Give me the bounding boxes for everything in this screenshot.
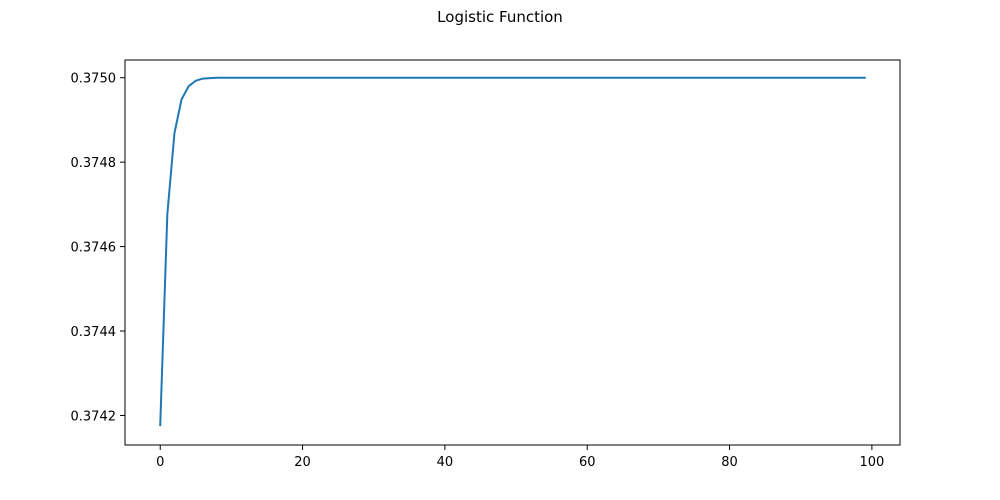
y-tick-label: 0.3744 [71, 325, 117, 340]
x-tick-label: 60 [579, 455, 596, 470]
y-tick-label: 0.3746 [71, 241, 117, 256]
plot-area: 0 20 40 60 80 100 0.3742 0.3744 0.3746 0.3748 0.37… [71, 59, 901, 470]
x-tick-label: 0 [156, 455, 164, 470]
y-tick-label: 0.3742 [71, 409, 117, 424]
x-tick-label: 80 [721, 455, 738, 470]
series-line-0 [159, 76, 866, 427]
x-tick-label: 40 [437, 455, 454, 470]
axes-frame [124, 59, 901, 446]
x-tick-label: 100 [859, 455, 884, 470]
x-tick-label: 20 [294, 455, 311, 470]
y-tick-label: 0.3750 [71, 72, 117, 87]
y-tick-label: 0.3748 [71, 156, 117, 171]
chart-title: Logistic Function [437, 8, 563, 26]
